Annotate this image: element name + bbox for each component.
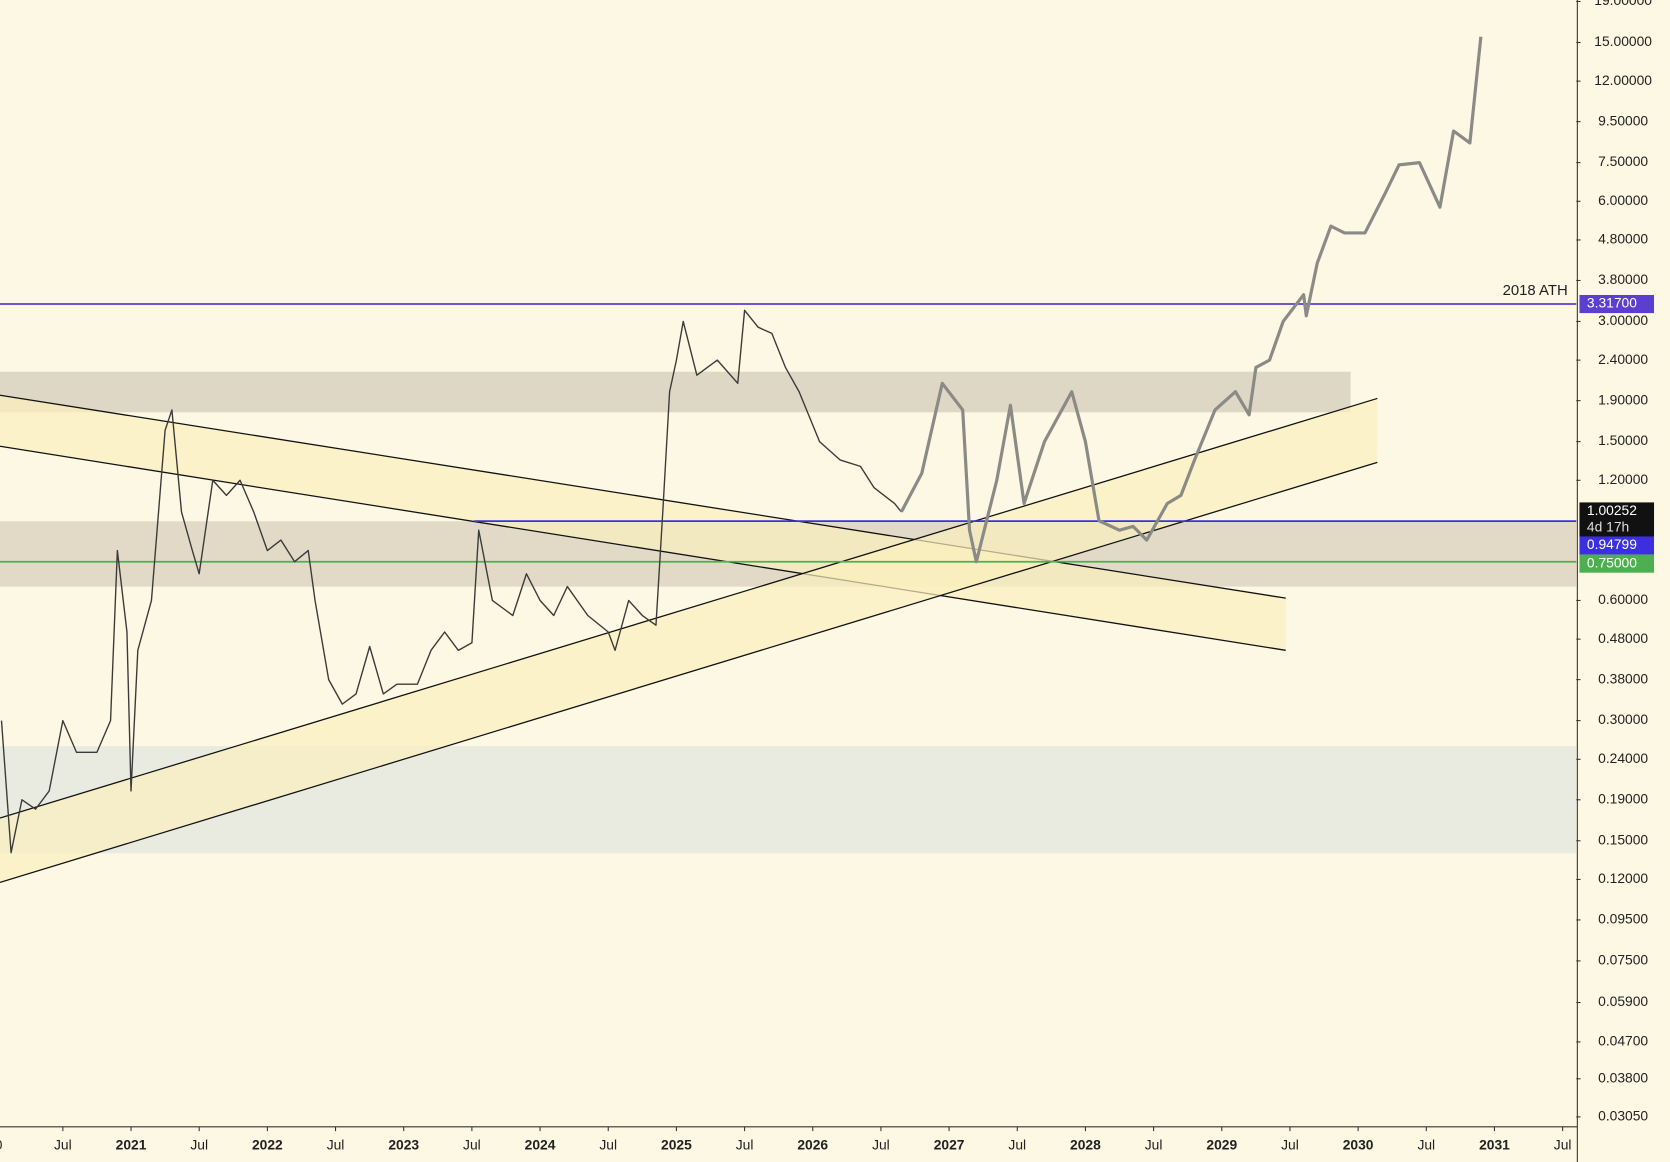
x-tick-label: Jul [599, 1137, 617, 1153]
y-tick-label: 1.20000 [1598, 471, 1648, 487]
trend-line [0, 397, 1378, 819]
y-tick-label: 0.30000 [1598, 711, 1648, 727]
y-tick-label: 12.00000 [1594, 72, 1652, 88]
y-tick-label: 0.03800 [1598, 1069, 1648, 1085]
y-tick-label: 0.07500 [1598, 952, 1648, 968]
x-tick-label: 2027 [934, 1137, 965, 1153]
trend-line [0, 461, 1378, 883]
y-tick-label: 3.80000 [1598, 271, 1648, 287]
price-label-box [1579, 294, 1655, 314]
y-tick-label: 0.24000 [1598, 750, 1648, 766]
y-tick-label: 15.00000 [1594, 33, 1652, 49]
countdown-label: 4d 17h [1587, 519, 1629, 535]
trend-line [0, 394, 1286, 599]
y-tick-label: 0.03050 [1598, 1108, 1648, 1124]
plot-area [0, 36, 1577, 883]
y-tick-label: 0.12000 [1598, 870, 1648, 886]
price-line [899, 36, 1483, 564]
price-label: 0.75000 [1587, 554, 1637, 570]
y-tick-label: 0.19000 [1598, 790, 1648, 806]
price-label-box [1579, 554, 1655, 573]
x-tick-label: 2028 [1070, 1137, 1101, 1153]
x-tick-label: 2031 [1479, 1137, 1510, 1153]
price-label-box [1579, 502, 1655, 537]
y-tick-label: 0.38000 [1598, 670, 1648, 686]
x-tick-label: 20 [0, 1137, 3, 1153]
annotation: 2018 ATH [1503, 283, 1568, 299]
x-tick-label: Jul [1554, 1137, 1572, 1153]
x-tick-label: 2021 [116, 1137, 147, 1153]
x-tick-label: Jul [54, 1137, 72, 1153]
x-tick-label: Jul [327, 1137, 345, 1153]
x-tick-label: 2030 [1343, 1137, 1374, 1153]
y-tick-label: 0.09500 [1598, 911, 1648, 927]
trend-line [0, 445, 1286, 651]
x-tick-label: Jul [190, 1137, 208, 1153]
x-tick-label: Jul [736, 1137, 754, 1153]
price-label: 1.00252 [1587, 502, 1637, 518]
y-tick-label: 0.60000 [1598, 591, 1648, 607]
y-tick-label: 2.40000 [1598, 351, 1648, 367]
x-tick-label: Jul [872, 1137, 890, 1153]
x-tick-label: 2023 [388, 1137, 419, 1153]
y-tick-label: 0.04700 [1598, 1033, 1648, 1049]
zone [0, 371, 1351, 413]
y-tick-label: 0.48000 [1598, 630, 1648, 646]
y-tick-label: 1.90000 [1598, 391, 1648, 407]
x-tick-label: 2026 [797, 1137, 828, 1153]
y-tick-label: 0.05900 [1598, 993, 1648, 1009]
y-tick-label: 9.50000 [1598, 112, 1648, 128]
x-tick-label: 2024 [525, 1137, 556, 1153]
x-tick-label: 2025 [661, 1137, 692, 1153]
x-tick-label: Jul [1145, 1137, 1163, 1153]
price-label-box [1579, 536, 1655, 555]
x-tick-label: 2029 [1206, 1137, 1237, 1153]
y-tick-label: 1.50000 [1598, 432, 1648, 448]
price-label: 3.31700 [1587, 295, 1637, 311]
x-tick-label: 2022 [252, 1137, 283, 1153]
y-tick-label: 3.00000 [1598, 312, 1648, 328]
y-tick-label: 6.00000 [1598, 192, 1648, 208]
channel-fill [0, 398, 1378, 883]
x-tick-label: Jul [1417, 1137, 1435, 1153]
x-tick-label: Jul [1281, 1137, 1299, 1153]
price-label: 0.94799 [1587, 536, 1637, 552]
y-tick-label: 0.15000 [1598, 831, 1648, 847]
y-tick-label: 19.00000 [1594, 0, 1652, 8]
y-tick-label: 4.80000 [1598, 231, 1648, 247]
price-line [0, 309, 902, 854]
x-tick-label: Jul [463, 1137, 481, 1153]
x-tick-label: Jul [1008, 1137, 1026, 1153]
y-tick-label: 7.50000 [1598, 153, 1648, 169]
